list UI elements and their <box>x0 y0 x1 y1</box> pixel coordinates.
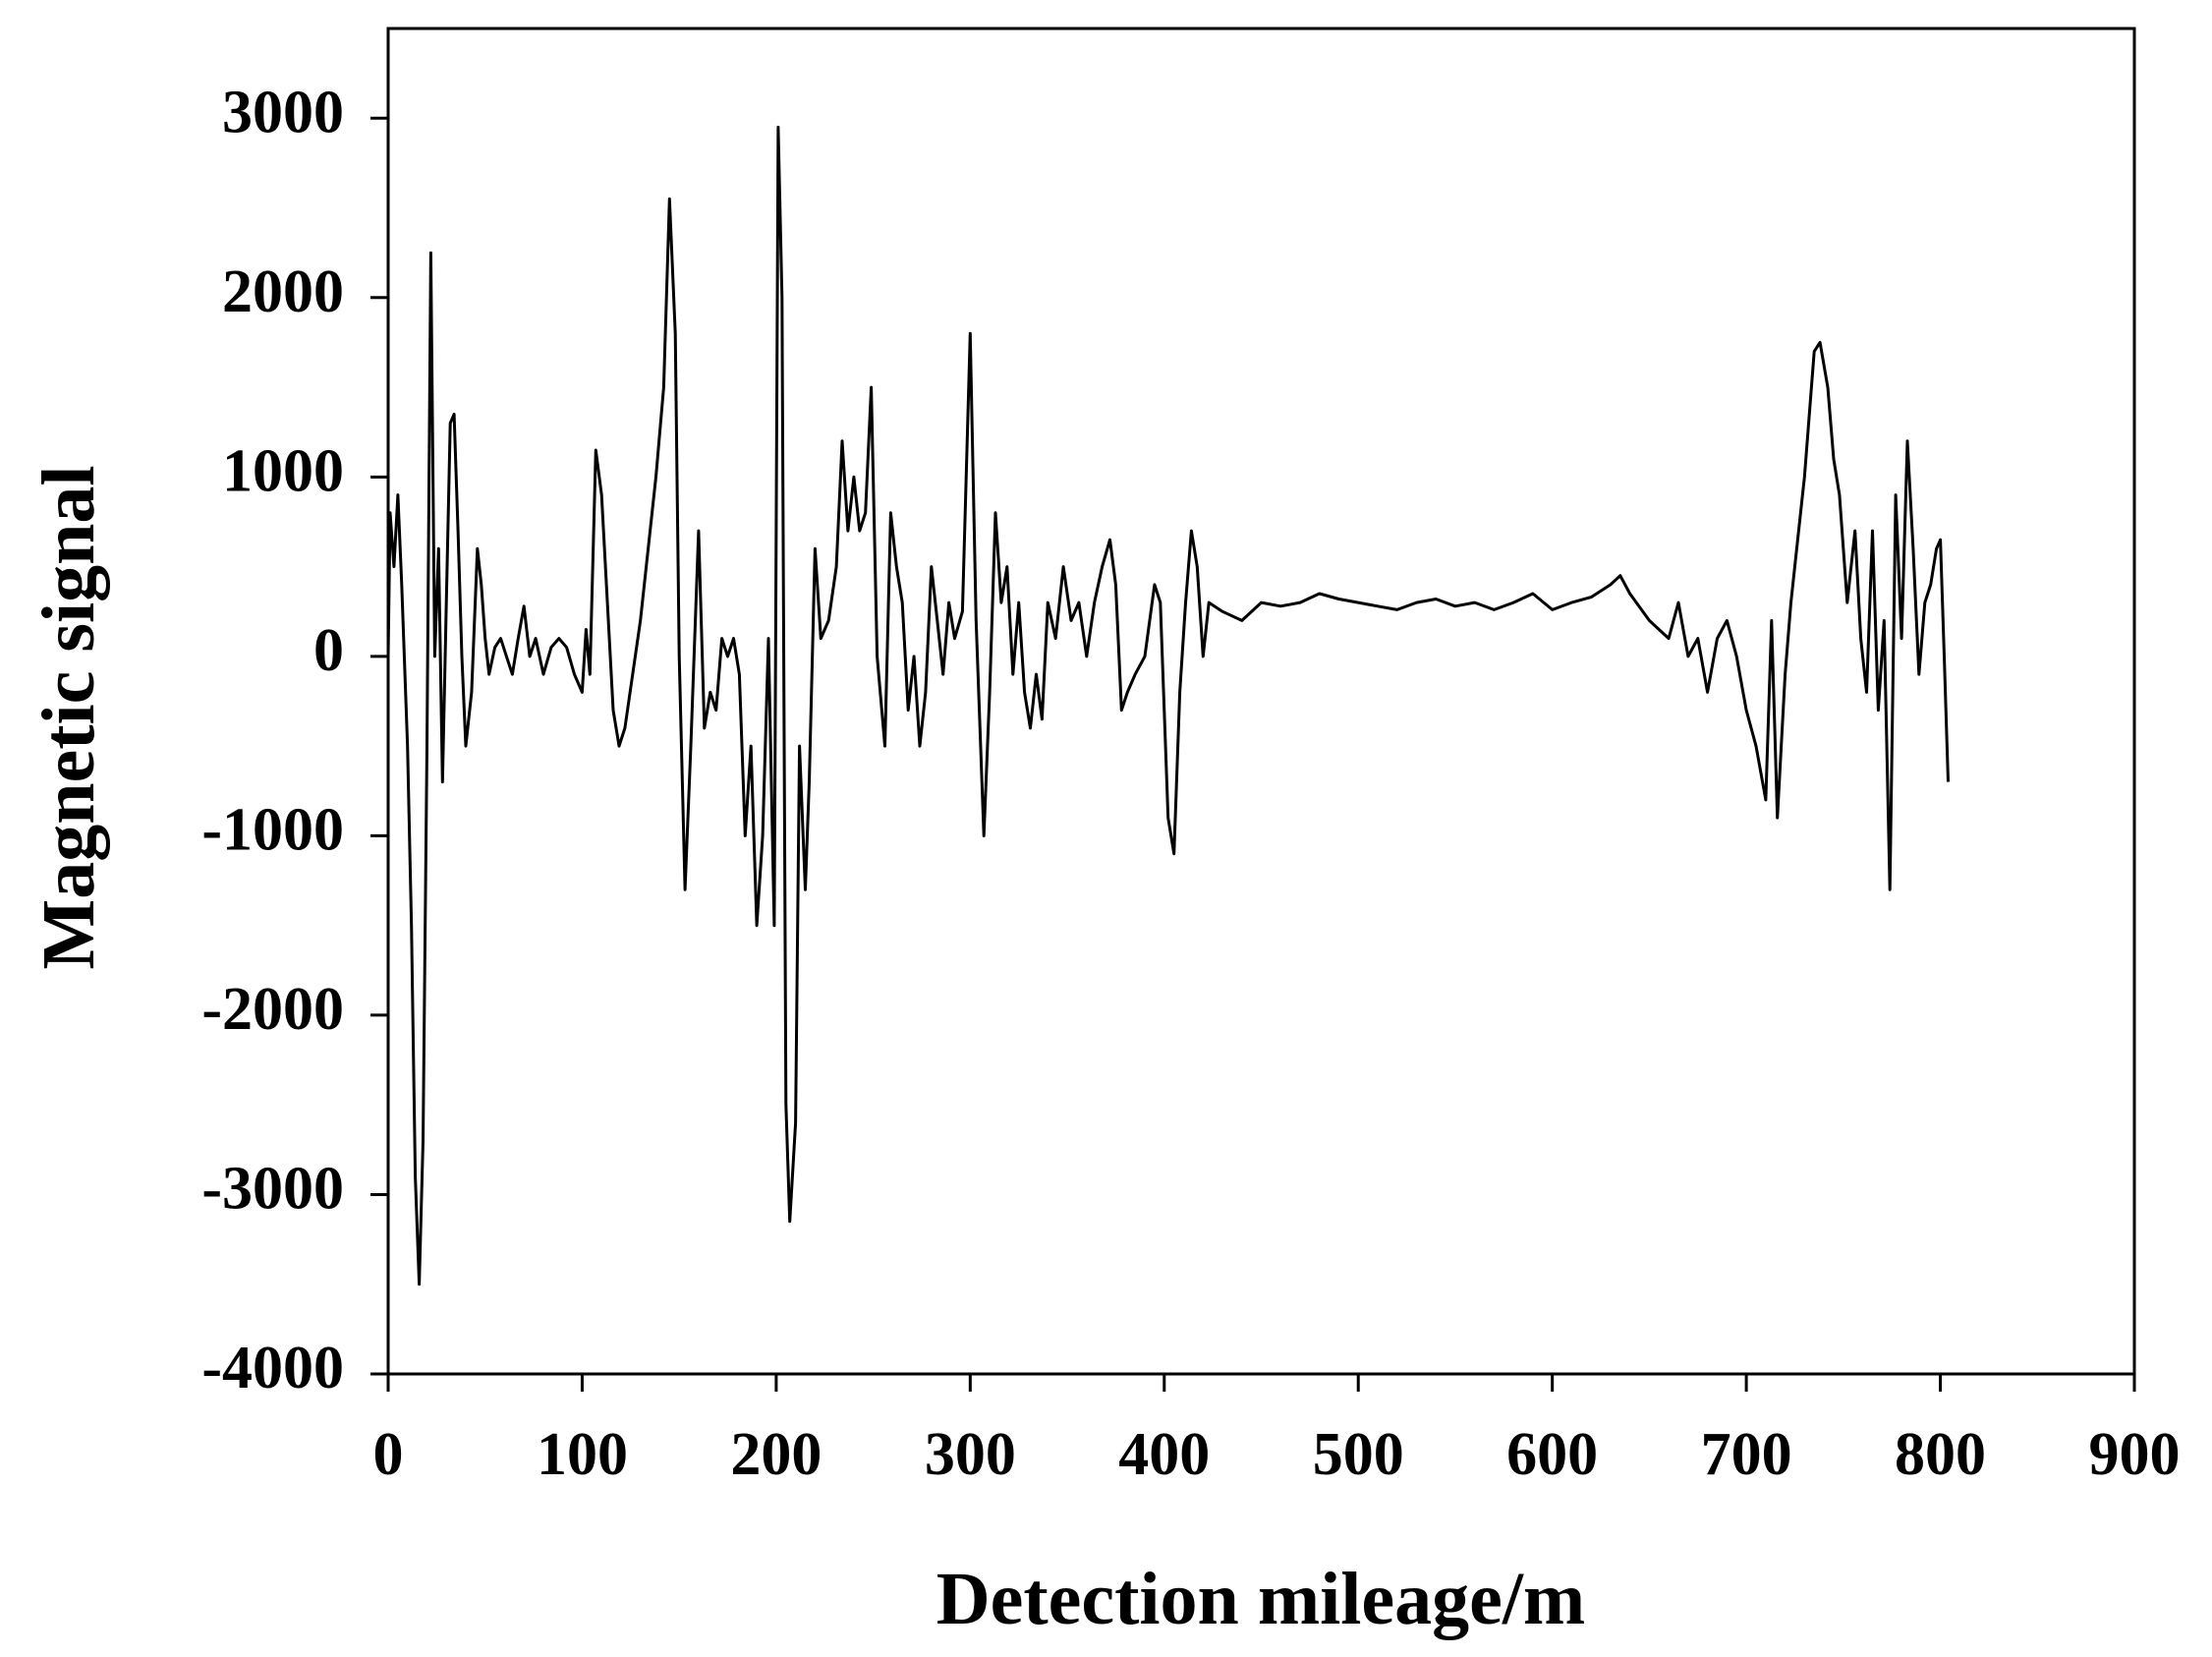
x-tick-label: 100 <box>537 1421 628 1488</box>
y-tick-label: -2000 <box>201 976 344 1043</box>
signal-line <box>386 125 1950 1286</box>
x-tick-label: 800 <box>1895 1421 1986 1488</box>
y-tick-label: -4000 <box>201 1335 344 1401</box>
y-tick-label: -1000 <box>201 797 344 864</box>
x-axis-title: Detection mileage/m <box>936 1558 1586 1640</box>
x-tick-label: 0 <box>373 1421 404 1488</box>
y-tick-label: 0 <box>313 617 344 684</box>
x-tick-label: 700 <box>1701 1421 1792 1488</box>
y-tick-label: 3000 <box>222 80 344 146</box>
y-tick-label: -3000 <box>201 1156 344 1223</box>
x-tick-label: 400 <box>1118 1421 1210 1488</box>
y-tick-label: 2000 <box>222 258 344 325</box>
plot-frame <box>386 27 2136 1376</box>
x-tick-label: 500 <box>1313 1421 1404 1488</box>
y-axis-title: Magnetic signal <box>28 466 110 970</box>
x-tick-label: 200 <box>730 1421 822 1488</box>
x-tick-label: 600 <box>1506 1421 1598 1488</box>
x-tick-label: 300 <box>925 1421 1016 1488</box>
y-tick-label: 1000 <box>222 438 344 505</box>
x-tick-label: 900 <box>2089 1421 2181 1488</box>
